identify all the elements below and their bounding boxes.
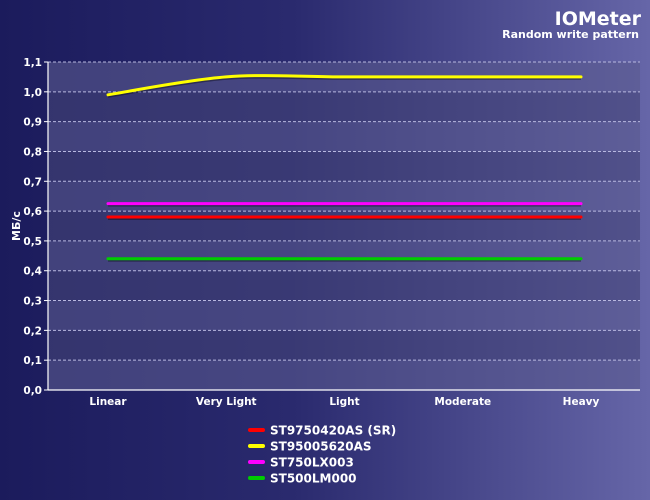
legend: ST9750420AS (SR) ST95005620AS ST750LX003 ST… [248,424,396,486]
plot-band [48,121,640,152]
plot-band [48,330,640,361]
y-tick-label: 0,3 [23,296,42,308]
legend-label: ST750LX003 [270,456,354,470]
y-axis-label: МБ/с [10,211,23,241]
plot-band [48,360,640,390]
x-tick-labels: Linear Very Light Light Moderate Heavy [89,396,599,408]
chart-title: IOMeter [555,8,642,30]
plot-band [48,270,640,301]
y-tick-labels: 0,0 0,1 0,2 0,3 0,4 0,5 0,6 0,7 0,8 0,9 1,0 1,1 [23,57,42,397]
legend-label: ST95005620AS [270,440,372,454]
x-tick-label: Linear [89,396,127,408]
y-tick-label: 1,1 [23,57,42,69]
x-tick-label: Light [329,396,359,408]
series-line [106,74,583,97]
y-tick-label: 0,1 [23,355,42,367]
axes [47,62,640,391]
y-tick-label: 0,5 [23,236,42,248]
plot-band [48,181,640,212]
y-tick-label: 0,4 [23,266,42,278]
y-tick-label: 0,0 [23,385,42,397]
x-tick-label: Heavy [563,396,600,408]
plot-band [48,240,640,271]
plot-band [48,300,640,331]
plot-band [48,151,640,182]
y-tick-label: 0,8 [23,146,42,158]
x-tick-label: Very Light [196,396,257,408]
legend-label: ST9750420AS (SR) [270,424,396,438]
y-tick-label: 0,6 [23,206,42,218]
y-tick-label: 1,0 [23,87,42,99]
y-tick-label: 0,9 [23,117,42,129]
series-lines [106,74,583,262]
y-tick-label: 0,7 [23,176,42,188]
legend-label: ST500LM000 [270,472,357,486]
x-tick-label: Moderate [434,396,491,408]
plot-band [48,91,640,122]
y-tick-label: 0,2 [23,325,42,337]
chart-subtitle: Random write pattern [502,28,639,41]
plot-background [48,62,640,390]
